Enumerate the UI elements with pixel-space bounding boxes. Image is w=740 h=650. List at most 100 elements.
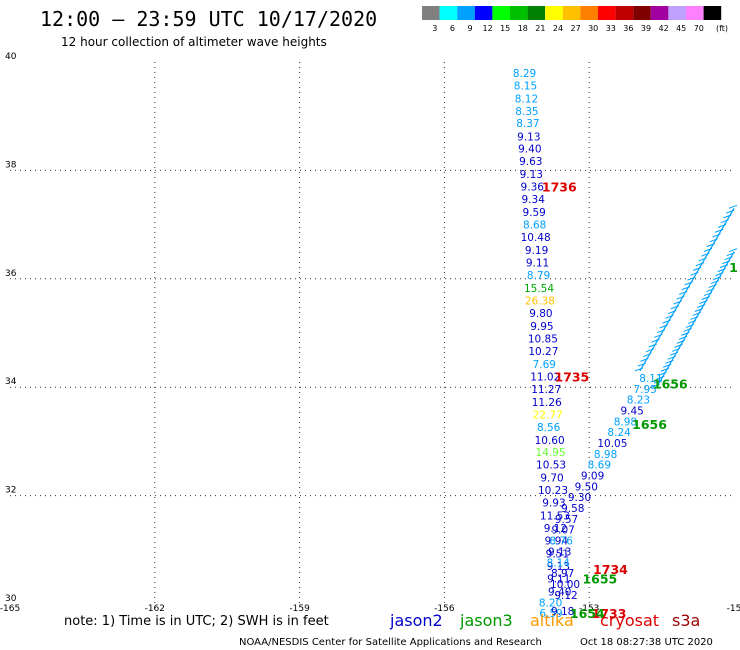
- legend-swatch: [527, 6, 546, 20]
- wave-height-value: 8.15: [514, 80, 537, 92]
- swath-tick: [653, 379, 663, 384]
- wave-height-value: 7.95: [633, 384, 656, 396]
- wave-height-value: 9.63: [519, 156, 542, 168]
- wave-height-value: 8.20: [539, 597, 562, 609]
- swath-tick: [726, 209, 735, 214]
- legend-label: 18: [518, 24, 528, 33]
- legend-swatch: [615, 6, 634, 20]
- satellite-label: cryosat: [600, 611, 659, 630]
- legend-label: 36: [623, 24, 633, 33]
- swath-tick: [656, 375, 665, 380]
- footer-note: note: 1) Time is in UTC; 2) SWH is in fe…: [64, 614, 329, 629]
- legend-swatch: [510, 6, 528, 20]
- wave-height-value: 10.00: [550, 579, 580, 591]
- wave-height-value: 11.27: [531, 384, 561, 396]
- x-axis-ticks: -165 -162 -159 -156 -153 -15: [0, 604, 740, 614]
- wave-height-value: 9.58: [561, 503, 584, 515]
- wave-height-value: 8.37: [516, 118, 539, 130]
- swath-tracks: [634, 204, 738, 388]
- wave-height-value: 9.13: [548, 546, 571, 558]
- swath-tick: [706, 243, 716, 248]
- swath-tick: [678, 335, 688, 340]
- y-tick-label: 30: [5, 594, 17, 604]
- wave-height-value: 9.40: [548, 587, 571, 599]
- y-tick-label: 36: [5, 269, 17, 279]
- y-tick-label: 38: [5, 160, 17, 170]
- swath-tick: [709, 238, 718, 243]
- swath-tick: [717, 224, 727, 228]
- swath-tick: [724, 256, 733, 261]
- wave-height-value: 9.57: [555, 514, 578, 526]
- swath-tick: [728, 204, 738, 209]
- legend-swatch: [650, 6, 669, 20]
- wave-height-value: 8.12: [515, 93, 538, 105]
- swath-tick: [658, 371, 667, 376]
- pass-time-label: 1656: [632, 417, 667, 432]
- wave-height-value: 9.11: [547, 574, 570, 586]
- swath-tick: [715, 272, 724, 277]
- swath-tick: [701, 296, 710, 300]
- wave-height-value: 9.45: [620, 406, 643, 418]
- pass-time-label: 1654: [570, 606, 605, 621]
- swath-tick: [698, 257, 707, 262]
- swath-tick: [673, 300, 682, 305]
- x-tick-label: -15: [727, 604, 740, 614]
- swath-tick: [659, 324, 668, 329]
- wave-height-value: 9.12: [554, 590, 577, 602]
- legend-swatch: [668, 6, 686, 20]
- legend-label: 39: [641, 24, 651, 33]
- wave-height-value: 8.11: [639, 373, 662, 385]
- swath-tick: [654, 333, 663, 338]
- wave-height-value: 9.80: [529, 308, 552, 320]
- wave-height-value: 9.11: [526, 258, 549, 270]
- swath-tick: [728, 248, 738, 253]
- wave-height-value: 22.77: [533, 409, 563, 421]
- swath-tick: [651, 338, 660, 343]
- swath-tick: [703, 292, 713, 297]
- pass-time-label: 1734: [593, 562, 628, 577]
- swath-tick: [651, 383, 660, 388]
- legend-label: 27: [571, 24, 581, 33]
- swath-tick: [670, 305, 680, 310]
- swath-tick: [645, 348, 655, 353]
- swath-tick: [708, 284, 717, 289]
- swath-tick: [667, 355, 676, 360]
- swath-tick: [674, 343, 683, 348]
- swath-tick: [648, 343, 657, 348]
- swath-tick: [699, 300, 708, 304]
- chart-subtitle: 12 hour collection of altimeter wave hei…: [61, 35, 327, 49]
- wave-height-value: 14.95: [536, 447, 566, 459]
- swath-tick: [672, 347, 681, 352]
- wave-height-value: 8.24: [607, 427, 631, 439]
- swath-tick: [712, 276, 722, 281]
- wave-height-value: 10.85: [528, 333, 558, 345]
- swath-tick: [697, 304, 706, 308]
- pass-time-label: 1: [729, 260, 738, 275]
- wave-height-value: 8.35: [515, 106, 538, 118]
- legend-swatch: [492, 6, 510, 20]
- wave-height-value: 10.27: [528, 346, 558, 358]
- wave-height-value: 9.13: [517, 131, 540, 143]
- chart-title: 12:00 – 23:59 UTC 10/17/2020: [40, 7, 377, 31]
- swath-tick: [710, 280, 720, 285]
- wave-height-value: 8.98: [594, 449, 617, 461]
- legend-label: 9: [467, 24, 472, 33]
- swath-tick: [717, 268, 726, 273]
- swath-tick: [678, 290, 688, 295]
- legend-swatch: [439, 6, 458, 20]
- swath-tick: [690, 271, 699, 276]
- x-tick-label: -159: [289, 604, 310, 614]
- swath-tick: [637, 362, 646, 367]
- swath-tick: [690, 315, 699, 320]
- swath-tick: [685, 323, 695, 328]
- legend-label: 45: [676, 24, 686, 33]
- swath-tick: [687, 276, 696, 281]
- wave-height-value: 11.26: [532, 397, 562, 409]
- swath-tick: [692, 267, 702, 271]
- wave-height-value: 9.07: [551, 525, 574, 537]
- swath-tick: [676, 295, 685, 300]
- wave-height-value: 9.12: [544, 523, 567, 535]
- legend-label: 12: [483, 24, 493, 33]
